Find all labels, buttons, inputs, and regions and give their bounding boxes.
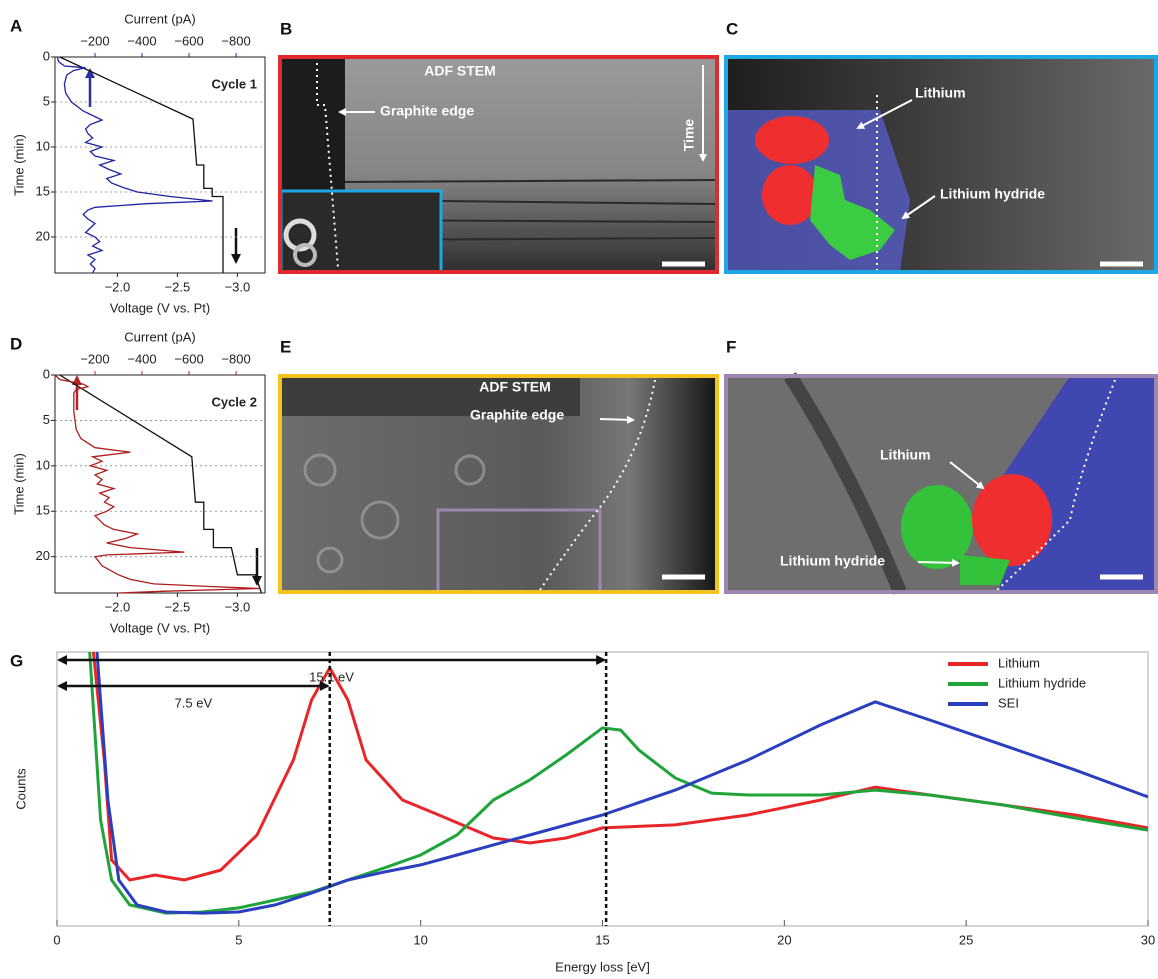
arrow — [918, 562, 958, 563]
series-line — [90, 652, 1148, 913]
x2-tick-label: −200 — [80, 33, 109, 48]
legend-label: Lithium — [998, 655, 1040, 670]
annotation: Cycle 2 — [211, 394, 257, 409]
x-tick-label: 30 — [1141, 932, 1155, 947]
x2-tick-label: −600 — [174, 33, 203, 48]
legend-label: SEI — [998, 695, 1019, 710]
series-line — [57, 57, 212, 273]
body: {"chart_data": [ {"type": "line", "label… — [0, 0, 1158, 979]
y-axis-label: Counts — [13, 768, 28, 810]
y-tick-label: 10 — [36, 457, 50, 472]
y-tick-label: 5 — [43, 412, 50, 427]
x2-tick-label: −800 — [221, 351, 250, 366]
y-axis-label: Time (min) — [11, 453, 26, 515]
inset-box — [281, 191, 441, 272]
y-axis-label: Time (min) — [11, 134, 26, 196]
annotation: Graphite edge — [380, 103, 474, 119]
y-tick-label: 20 — [36, 548, 50, 563]
panel-label: C — [726, 19, 738, 38]
x-tick-label: −3.0 — [225, 279, 251, 294]
x2-tick-label: −600 — [174, 351, 203, 366]
annotation: Graphite edge — [470, 407, 564, 423]
panel-label: E — [280, 337, 291, 356]
annotation: ADF STEM — [424, 63, 496, 79]
lithium-region — [972, 474, 1052, 566]
x-tick-label: −2.0 — [105, 279, 131, 294]
annotation: Lithium — [880, 447, 931, 463]
x2-tick-label: −400 — [127, 33, 156, 48]
panel-label: A — [10, 16, 22, 35]
panel-label: F — [726, 337, 736, 356]
series-line — [60, 57, 223, 273]
x-tick-label: −2.5 — [165, 599, 191, 614]
page: body { margin: 0; background: #fff; font… — [0, 0, 1158, 979]
figure: ADF STEM Graphite edge Time B Lithium Li… — [0, 0, 1158, 979]
x2-tick-label: −200 — [80, 351, 109, 366]
x-axis-label: Voltage (V vs. Pt) — [110, 620, 210, 635]
y-tick-label: 0 — [43, 366, 50, 381]
marker-label: 7.5 eV — [175, 695, 213, 710]
x-tick-label: 5 — [235, 932, 242, 947]
y-tick-label: 0 — [43, 48, 50, 63]
x2-tick-label: −400 — [127, 351, 156, 366]
y-tick-label: 5 — [43, 93, 50, 108]
panel-label: G — [10, 651, 23, 670]
y-tick-label: 10 — [36, 138, 50, 153]
lithium-region — [762, 165, 818, 225]
series-line — [97, 652, 1148, 913]
x-tick-label: −2.5 — [165, 279, 191, 294]
image-panel-f: Lithium Lithium hydride F — [726, 337, 1156, 592]
x-tick-label: −2.0 — [105, 599, 131, 614]
series-group — [90, 652, 1148, 913]
panel-label: B — [280, 19, 292, 38]
y-tick-label: 20 — [36, 228, 50, 243]
marker-label: 15.1 eV — [309, 669, 354, 684]
x-tick-label: 15 — [595, 932, 609, 947]
x-tick-label: −3.0 — [225, 599, 251, 614]
annotation: ADF STEM — [479, 379, 551, 395]
x-axis-label: Energy loss [eV] — [555, 959, 650, 974]
arrow — [600, 419, 633, 420]
x-axis-label: Voltage (V vs. Pt) — [110, 300, 210, 315]
lithium-region — [755, 116, 829, 164]
annotation: Time — [681, 119, 697, 152]
y-tick-label: 15 — [36, 503, 50, 518]
annotation: Cycle 1 — [211, 76, 257, 91]
image-panel-c: Lithium Lithium hydride C — [726, 19, 1156, 272]
annotation: Lithium hydride — [940, 186, 1045, 202]
x2-tick-label: −800 — [221, 33, 250, 48]
x2-axis-label: Current (pA) — [124, 329, 196, 344]
y-tick-label: 15 — [36, 183, 50, 198]
plot-frame — [57, 652, 1148, 926]
x-tick-label: 20 — [777, 932, 791, 947]
legend-label: Lithium hydride — [998, 675, 1086, 690]
panel-label: D — [10, 334, 22, 353]
image-panel-e: ADF STEM Graphite edge E — [280, 337, 717, 592]
image-panel-b: ADF STEM Graphite edge Time B — [280, 19, 717, 272]
x2-axis-label: Current (pA) — [124, 11, 196, 26]
x-tick-label: 10 — [413, 932, 427, 947]
x-tick-label: 25 — [959, 932, 973, 947]
annotation: Lithium — [915, 85, 966, 101]
annotation: Lithium hydride — [780, 553, 885, 569]
x-tick-label: 0 — [53, 932, 60, 947]
